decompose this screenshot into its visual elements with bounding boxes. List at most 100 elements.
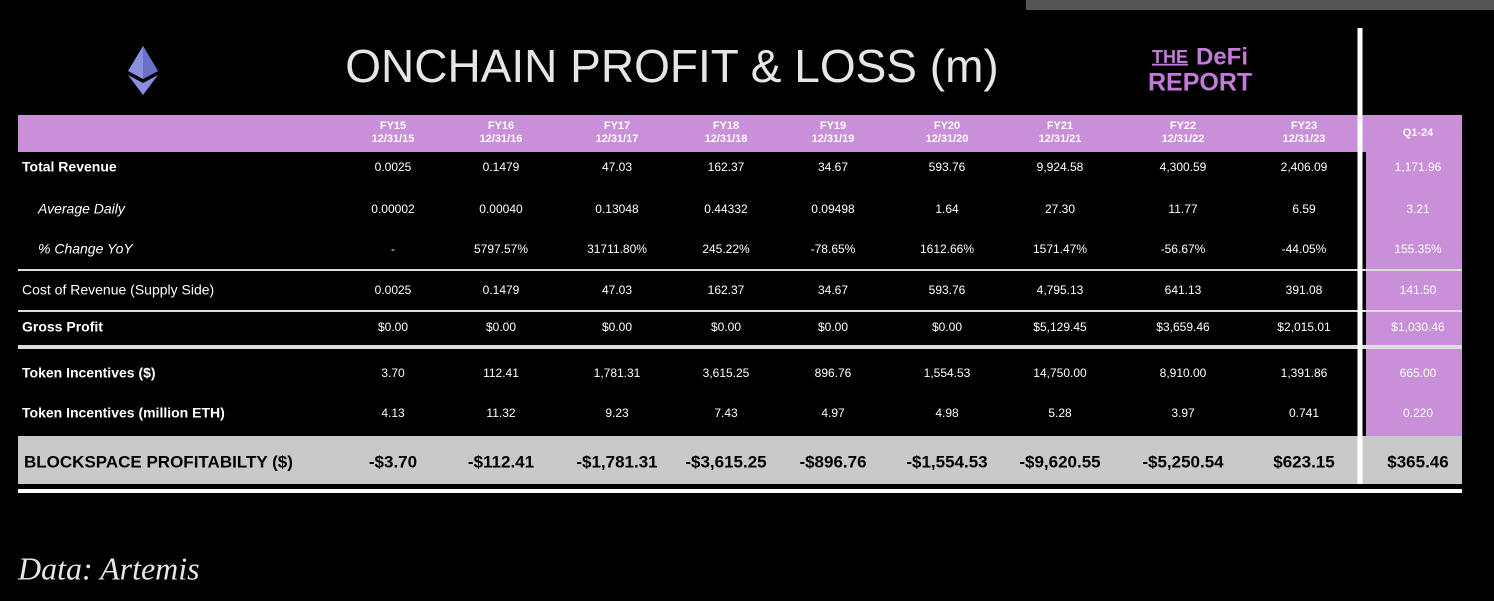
cell: $2,015.01 bbox=[1277, 320, 1331, 334]
cell: 34.67 bbox=[818, 283, 848, 297]
cell: 3,615.25 bbox=[703, 366, 750, 380]
cell: 7.43 bbox=[714, 406, 738, 420]
cell: -44.05% bbox=[1282, 242, 1327, 256]
cell: $3,659.46 bbox=[1156, 320, 1210, 334]
column-label: FY16 bbox=[488, 120, 514, 132]
cell: 4,300.59 bbox=[1160, 160, 1207, 174]
cell: 4.13 bbox=[381, 406, 405, 420]
cell: 155.35% bbox=[1394, 242, 1442, 256]
eth-logo bbox=[128, 46, 158, 95]
cell: 245.22% bbox=[702, 242, 750, 256]
cell: $5,129.45 bbox=[1033, 320, 1087, 334]
cell: 5.28 bbox=[1048, 406, 1072, 420]
cell: 896.76 bbox=[815, 366, 852, 380]
cell: $365.46 bbox=[1387, 452, 1448, 471]
column-label: FY15 bbox=[380, 120, 406, 132]
cell: -$112.41 bbox=[468, 452, 534, 471]
total-band bbox=[18, 436, 1462, 484]
row-label: Token Incentives (million ETH) bbox=[22, 405, 225, 421]
column-date: 12/31/16 bbox=[480, 133, 523, 145]
cell: 593.76 bbox=[929, 283, 966, 297]
column-label: FY17 bbox=[604, 120, 630, 132]
cell: 14,750.00 bbox=[1033, 366, 1087, 380]
cell: 162.37 bbox=[708, 160, 745, 174]
column-label: Q1-24 bbox=[1403, 127, 1434, 139]
cell: 0.44332 bbox=[704, 202, 748, 216]
cell: 34.67 bbox=[818, 160, 848, 174]
cell: 8,910.00 bbox=[1160, 366, 1207, 380]
cell: 141.50 bbox=[1400, 283, 1437, 297]
header-band bbox=[18, 115, 1462, 152]
cell: -78.65% bbox=[811, 242, 856, 256]
cell: 665.00 bbox=[1400, 366, 1437, 380]
row-label: BLOCKSPACE PROFITABILTY ($) bbox=[24, 452, 293, 471]
cell: 2,406.09 bbox=[1281, 160, 1328, 174]
cell: 1,554.53 bbox=[924, 366, 971, 380]
q1-column bbox=[1366, 115, 1462, 484]
cell: 0.00002 bbox=[371, 202, 415, 216]
cell: 0.0025 bbox=[375, 160, 412, 174]
row-label: Total Revenue bbox=[22, 159, 117, 175]
cell: 1612.66% bbox=[920, 242, 974, 256]
cell: 27.30 bbox=[1045, 202, 1075, 216]
cell: 0.09498 bbox=[811, 202, 855, 216]
cell: -$5,250.54 bbox=[1142, 452, 1224, 471]
cell: 11.32 bbox=[486, 406, 515, 420]
cell: 4,795.13 bbox=[1037, 283, 1084, 297]
cell: 162.37 bbox=[708, 283, 745, 297]
cell: -56.67% bbox=[1161, 242, 1206, 256]
cell: 0.220 bbox=[1403, 406, 1433, 420]
cell: 1.64 bbox=[935, 202, 959, 216]
row-label: Cost of Revenue (Supply Side) bbox=[22, 282, 214, 298]
cell: 1,781.31 bbox=[594, 366, 641, 380]
cell: - bbox=[391, 242, 395, 256]
cell: 47.03 bbox=[602, 160, 632, 174]
cell: 1,391.86 bbox=[1281, 366, 1328, 380]
logo-report: REPORT bbox=[1148, 69, 1252, 97]
cell: 9.23 bbox=[605, 406, 629, 420]
column-label: FY20 bbox=[934, 120, 960, 132]
column-date: 12/31/15 bbox=[372, 133, 415, 145]
cell: 0.0025 bbox=[375, 283, 412, 297]
row-label: % Change YoY bbox=[38, 241, 134, 257]
logo-defi: DeFi bbox=[1196, 43, 1248, 70]
cell: 3.70 bbox=[381, 366, 405, 380]
cell: 0.00040 bbox=[479, 202, 523, 216]
column-label: FY19 bbox=[820, 120, 846, 132]
cell: -$1,554.53 bbox=[906, 452, 987, 471]
column-label: FY21 bbox=[1047, 120, 1073, 132]
row-label: Token Incentives ($) bbox=[22, 365, 156, 381]
column-date: 12/31/22 bbox=[1162, 133, 1205, 145]
title: ONCHAIN PROFIT & LOSS (m) bbox=[345, 40, 998, 92]
cell: -$9,620.55 bbox=[1019, 452, 1100, 471]
cell: 0.13048 bbox=[595, 202, 639, 216]
cell: 4.97 bbox=[821, 406, 845, 420]
column-date: 12/31/20 bbox=[926, 133, 969, 145]
cell: 1571.47% bbox=[1033, 242, 1087, 256]
cell: $0.00 bbox=[932, 320, 962, 334]
cell: -$1,781.31 bbox=[576, 452, 657, 471]
cell: 641.13 bbox=[1165, 283, 1202, 297]
row-label: Gross Profit bbox=[22, 319, 103, 335]
cell: 11.77 bbox=[1168, 202, 1197, 216]
column-label: FY18 bbox=[713, 120, 739, 132]
cell: 9,924.58 bbox=[1037, 160, 1084, 174]
window-bar bbox=[1026, 0, 1494, 10]
cell: $0.00 bbox=[818, 320, 848, 334]
column-date: 12/31/23 bbox=[1283, 133, 1326, 145]
source-note: Data: Artemis bbox=[17, 550, 200, 586]
cell: 1,171.96 bbox=[1395, 160, 1442, 174]
column-date: 12/31/17 bbox=[596, 133, 639, 145]
cell: 0.1479 bbox=[483, 160, 520, 174]
logo: THE DeFi REPORT bbox=[1148, 43, 1252, 96]
cell: 593.76 bbox=[929, 160, 966, 174]
column-label: FY22 bbox=[1170, 120, 1196, 132]
cell: -$3,615.25 bbox=[685, 452, 766, 471]
row-label: Average Daily bbox=[37, 201, 126, 217]
cell: -$896.76 bbox=[799, 452, 866, 471]
cell: 0.741 bbox=[1289, 406, 1319, 420]
cell: 31711.80% bbox=[587, 242, 647, 256]
cell: 6.59 bbox=[1292, 202, 1316, 216]
cell: 4.98 bbox=[935, 406, 959, 420]
